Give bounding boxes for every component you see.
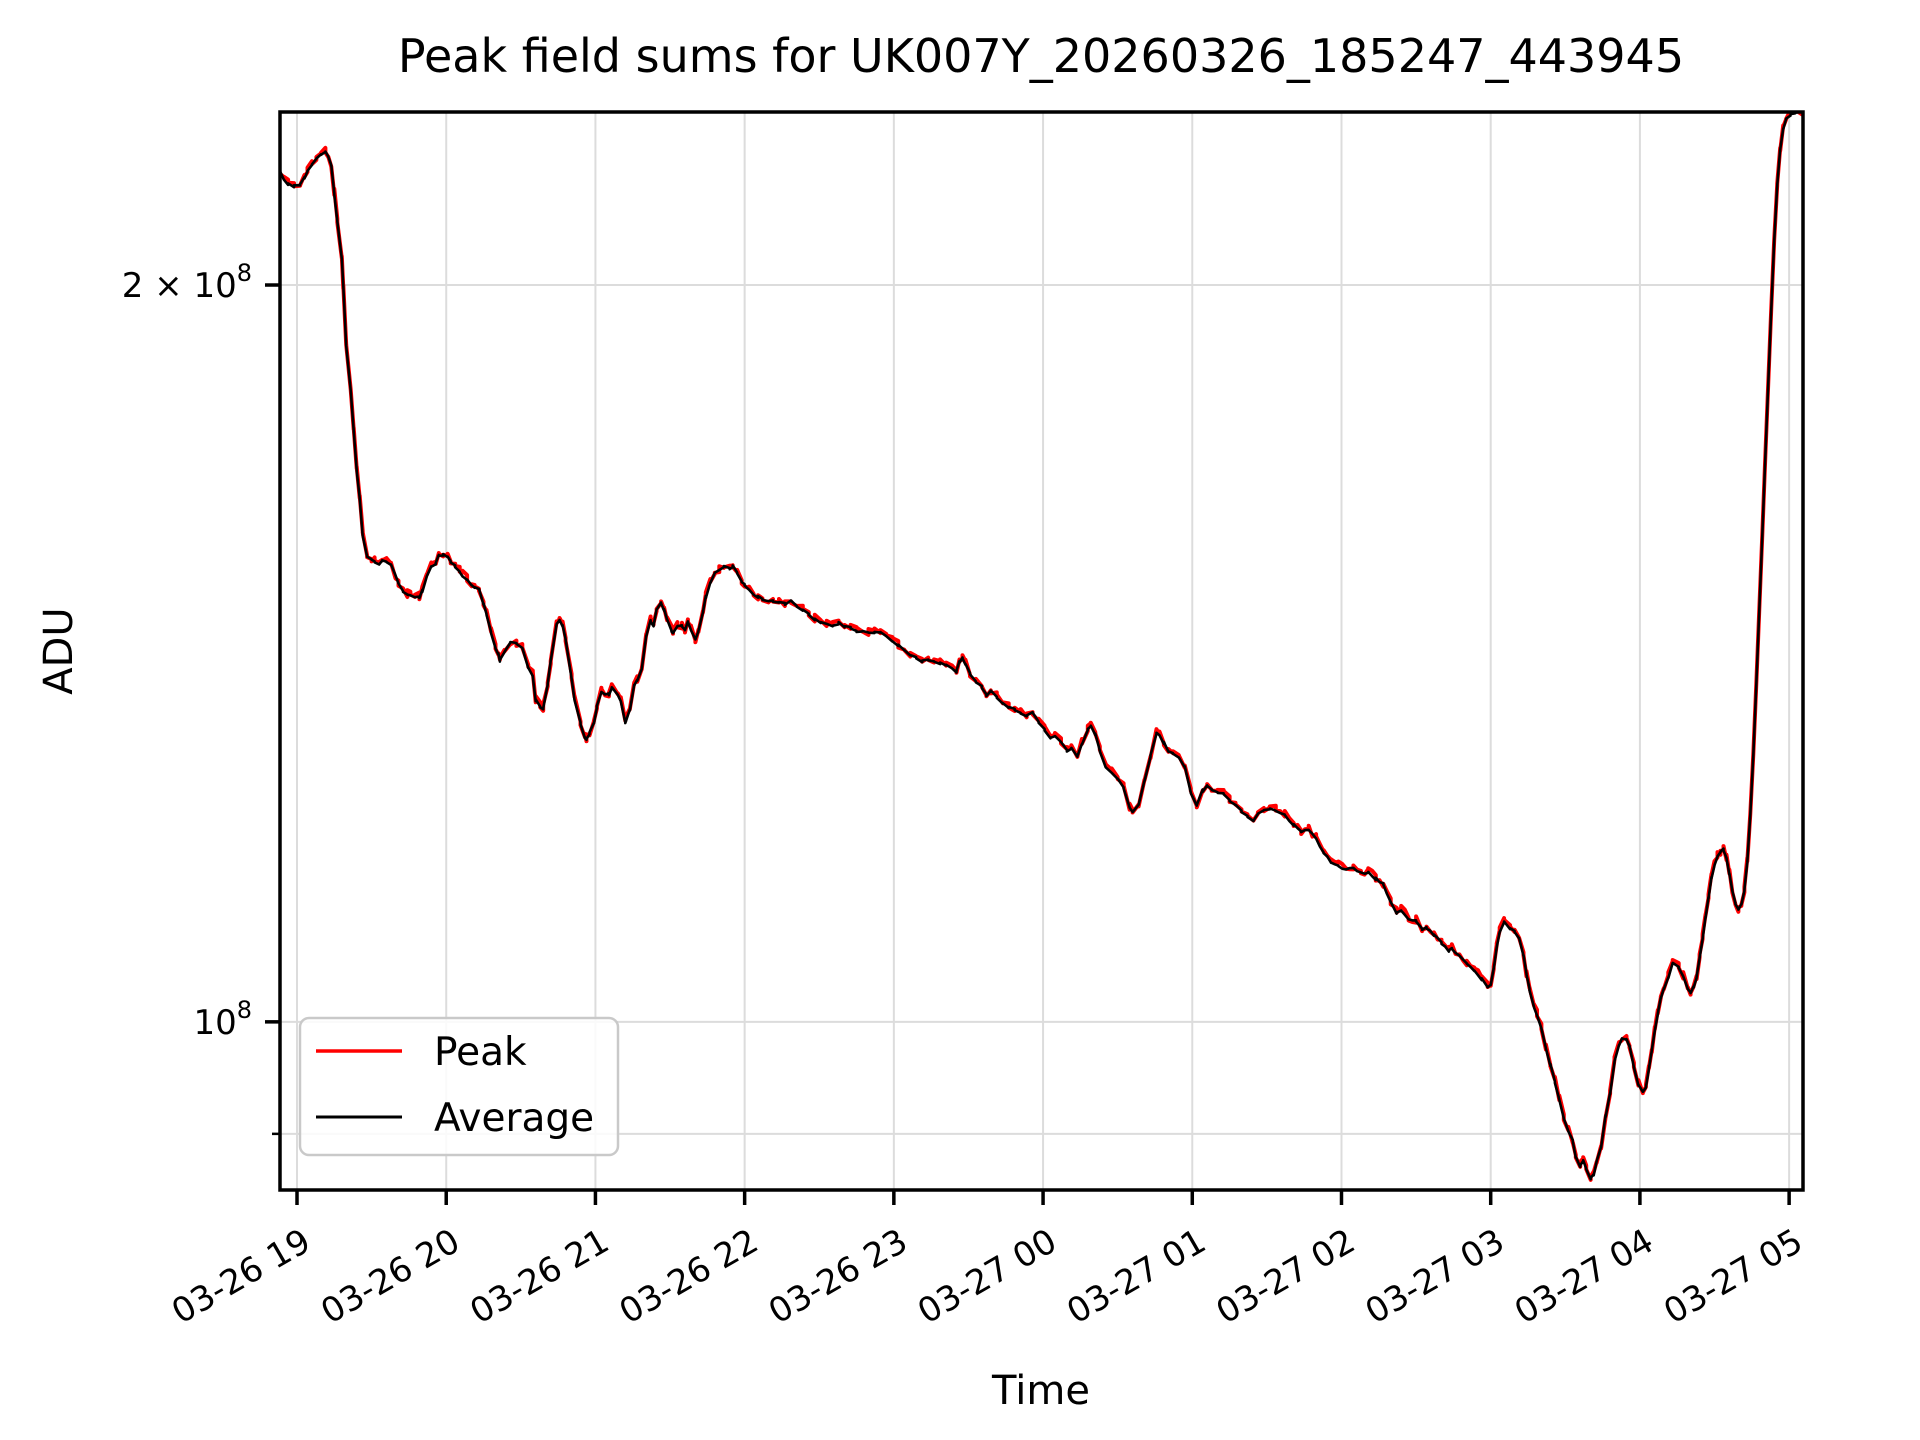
peak-legend-label: Peak — [434, 1030, 527, 1075]
average-legend-label: Average — [434, 1096, 594, 1141]
y-tick-label: 2 × 108 — [122, 259, 252, 306]
legend-item-peak: Peak — [316, 1030, 527, 1075]
x-axis-label: Time — [991, 1368, 1090, 1414]
chart-title: Peak field sums for UK007Y_20260326_1852… — [398, 29, 1684, 83]
x-tick-label: 03-26 21 — [464, 1221, 616, 1332]
legend: Peak Average — [298, 1016, 620, 1157]
axis-ticks — [265, 283, 1791, 1205]
x-tick-label: 03-26 23 — [762, 1221, 914, 1332]
x-tick-label: 03-27 05 — [1657, 1221, 1809, 1332]
x-tick-label: 03-27 02 — [1210, 1221, 1362, 1332]
x-tick-label: 03-27 00 — [911, 1221, 1063, 1332]
legend-item-average: Average — [316, 1096, 594, 1141]
y-axis-label: ADU — [36, 607, 82, 694]
plot-area — [280, 112, 1803, 1190]
y-tick-labels: 2 × 108 108 — [122, 259, 252, 1043]
x-tick-label: 03-26 19 — [165, 1221, 317, 1332]
average-series-line — [280, 112, 1803, 1181]
x-tick-label: 03-27 03 — [1359, 1221, 1511, 1332]
x-tick-label: 03-27 04 — [1508, 1221, 1660, 1332]
y-tick-label: 108 — [193, 996, 252, 1043]
x-tick-label: 03-26 20 — [314, 1221, 466, 1332]
x-tick-label: 03-26 22 — [613, 1221, 765, 1332]
gridlines — [280, 112, 1803, 1190]
x-tick-label: 03-27 01 — [1060, 1221, 1212, 1332]
